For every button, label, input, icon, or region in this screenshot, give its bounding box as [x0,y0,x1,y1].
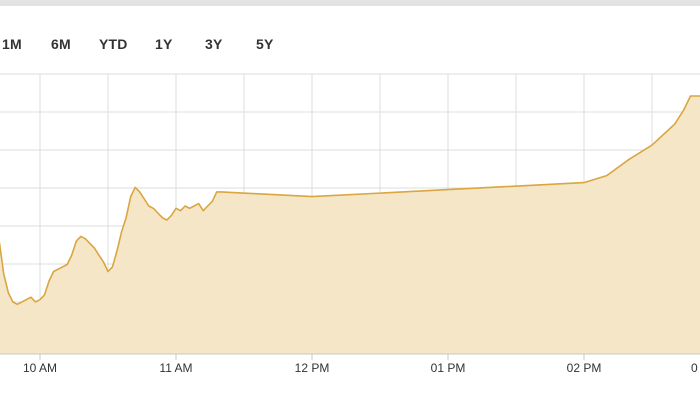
range-selector: 1M 6M YTD 1Y 3Y 5Y [0,36,700,58]
range-button-5y[interactable]: 5Y [256,36,274,52]
range-button-3y[interactable]: 3Y [205,36,223,52]
x-tick-label: 12 PM [295,361,330,375]
x-tick-label: 01 PM [431,361,466,375]
x-axis-ticks: 10 AM 11 AM 12 PM 01 PM 02 PM 0 [23,354,698,375]
price-area-fill [0,96,700,354]
range-button-6m[interactable]: 6M [51,36,71,52]
price-series-line[interactable] [0,95,700,306]
range-button-ytd[interactable]: YTD [99,36,128,52]
x-tick-label: 0 [691,361,698,375]
x-tick-label: 10 AM [23,361,57,375]
x-tick-label: 11 AM [159,361,192,375]
x-tick-label: 02 PM [567,361,602,375]
top-divider [0,0,700,6]
range-button-1m[interactable]: 1M [2,36,22,52]
range-button-1y[interactable]: 1Y [155,36,173,52]
